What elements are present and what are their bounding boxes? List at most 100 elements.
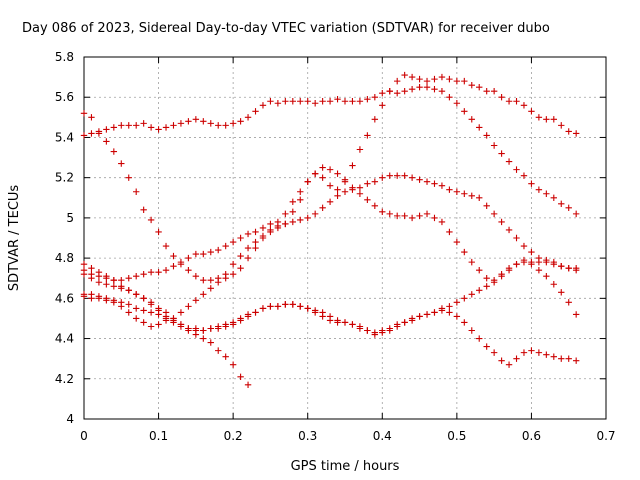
data-point bbox=[125, 287, 132, 294]
data-point bbox=[200, 118, 207, 125]
data-point bbox=[192, 297, 200, 304]
data-point bbox=[505, 158, 513, 165]
data-point bbox=[438, 73, 446, 81]
data-point bbox=[222, 353, 229, 360]
data-point bbox=[110, 148, 118, 155]
data-point bbox=[326, 182, 334, 189]
data-point bbox=[535, 266, 543, 274]
data-point bbox=[200, 277, 207, 284]
data-point bbox=[118, 277, 125, 284]
data-point bbox=[259, 224, 267, 232]
data-point bbox=[133, 315, 140, 322]
data-point bbox=[483, 343, 490, 350]
data-point bbox=[319, 174, 326, 181]
data-point bbox=[147, 216, 155, 224]
x-tick-label: 0.1 bbox=[149, 429, 168, 443]
data-point bbox=[379, 174, 386, 181]
data-point bbox=[468, 192, 475, 199]
data-point bbox=[110, 124, 118, 131]
data-point bbox=[185, 118, 192, 125]
data-point bbox=[326, 98, 334, 105]
data-point bbox=[215, 122, 222, 129]
y-axis-label: SDTVAR / TECUs bbox=[7, 185, 22, 292]
data-point bbox=[379, 329, 386, 336]
data-point bbox=[200, 250, 207, 258]
data-point bbox=[319, 164, 326, 171]
data-point bbox=[229, 238, 237, 246]
data-point bbox=[95, 273, 103, 280]
data-point bbox=[125, 275, 132, 282]
data-point bbox=[282, 210, 289, 218]
data-point bbox=[244, 313, 252, 320]
data-point bbox=[244, 254, 252, 262]
data-point bbox=[155, 305, 162, 312]
data-point bbox=[103, 138, 110, 145]
data-point bbox=[356, 323, 364, 330]
data-point bbox=[185, 327, 192, 334]
data-point bbox=[207, 248, 214, 256]
data-point bbox=[140, 319, 147, 326]
x-axis-label: GPS time / hours bbox=[291, 459, 400, 474]
data-point bbox=[274, 303, 282, 310]
data-point bbox=[125, 301, 132, 308]
data-point bbox=[311, 100, 319, 107]
data-point bbox=[133, 273, 140, 280]
data-point bbox=[222, 323, 229, 330]
data-point bbox=[289, 198, 296, 205]
data-point bbox=[237, 317, 244, 324]
data-point bbox=[177, 321, 185, 328]
data-point bbox=[446, 303, 453, 310]
data-point bbox=[513, 260, 520, 268]
data-point bbox=[110, 277, 118, 284]
data-point bbox=[371, 202, 379, 210]
data-point bbox=[259, 102, 267, 109]
data-point bbox=[349, 186, 356, 193]
data-point bbox=[185, 254, 192, 262]
data-point bbox=[162, 315, 170, 322]
data-point bbox=[520, 102, 528, 109]
data-point bbox=[468, 291, 475, 298]
data-point bbox=[468, 327, 475, 334]
data-point bbox=[200, 327, 207, 334]
data-point bbox=[267, 98, 274, 105]
data-point bbox=[297, 303, 304, 310]
data-point bbox=[453, 299, 461, 306]
data-point bbox=[297, 98, 304, 105]
data-point bbox=[289, 208, 296, 216]
data-point bbox=[95, 295, 103, 302]
data-point bbox=[371, 178, 379, 185]
data-point bbox=[95, 279, 103, 286]
data-point bbox=[558, 289, 565, 296]
data-point bbox=[252, 238, 259, 246]
data-point bbox=[215, 347, 222, 354]
data-point bbox=[386, 327, 393, 334]
data-point bbox=[334, 96, 341, 103]
data-point bbox=[543, 273, 550, 280]
data-point bbox=[558, 200, 565, 208]
data-point bbox=[468, 116, 475, 123]
data-point bbox=[118, 122, 125, 129]
data-point bbox=[438, 87, 446, 95]
data-point bbox=[446, 186, 453, 193]
data-point bbox=[513, 355, 520, 362]
data-point bbox=[371, 116, 379, 123]
data-point bbox=[520, 172, 528, 179]
data-point bbox=[364, 96, 371, 103]
data-point bbox=[140, 307, 147, 314]
data-point bbox=[88, 130, 95, 137]
data-point bbox=[215, 325, 222, 332]
data-point bbox=[222, 271, 229, 278]
data-point bbox=[416, 75, 423, 83]
data-point bbox=[155, 321, 162, 328]
data-point bbox=[483, 202, 490, 210]
x-tick-label: 0 bbox=[80, 429, 88, 443]
data-point bbox=[289, 218, 296, 226]
data-point bbox=[282, 98, 289, 105]
data-point bbox=[326, 166, 334, 173]
data-point bbox=[364, 180, 371, 187]
data-point bbox=[155, 311, 162, 318]
data-point bbox=[177, 258, 185, 266]
data-point bbox=[192, 273, 200, 280]
data-point bbox=[446, 309, 453, 316]
data-point bbox=[326, 313, 334, 320]
